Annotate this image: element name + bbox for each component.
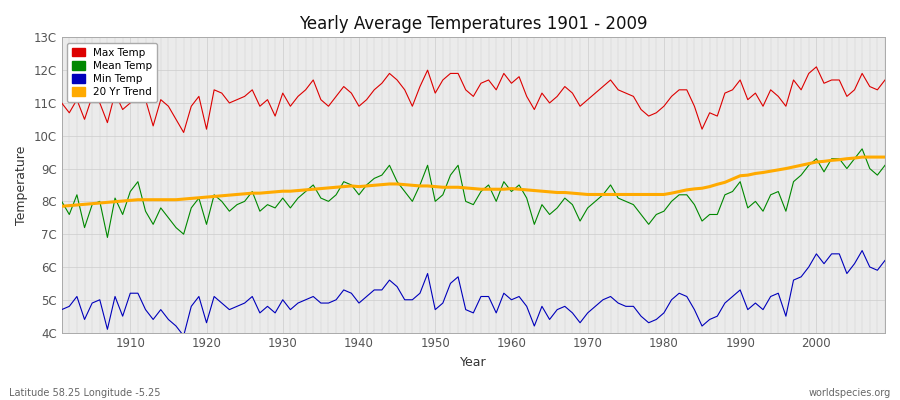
Text: worldspecies.org: worldspecies.org [809,388,891,398]
Y-axis label: Temperature: Temperature [15,145,28,225]
Legend: Max Temp, Mean Temp, Min Temp, 20 Yr Trend: Max Temp, Mean Temp, Min Temp, 20 Yr Tre… [67,42,158,102]
Title: Yearly Average Temperatures 1901 - 2009: Yearly Average Temperatures 1901 - 2009 [299,15,648,33]
Text: Latitude 58.25 Longitude -5.25: Latitude 58.25 Longitude -5.25 [9,388,160,398]
X-axis label: Year: Year [460,356,487,369]
